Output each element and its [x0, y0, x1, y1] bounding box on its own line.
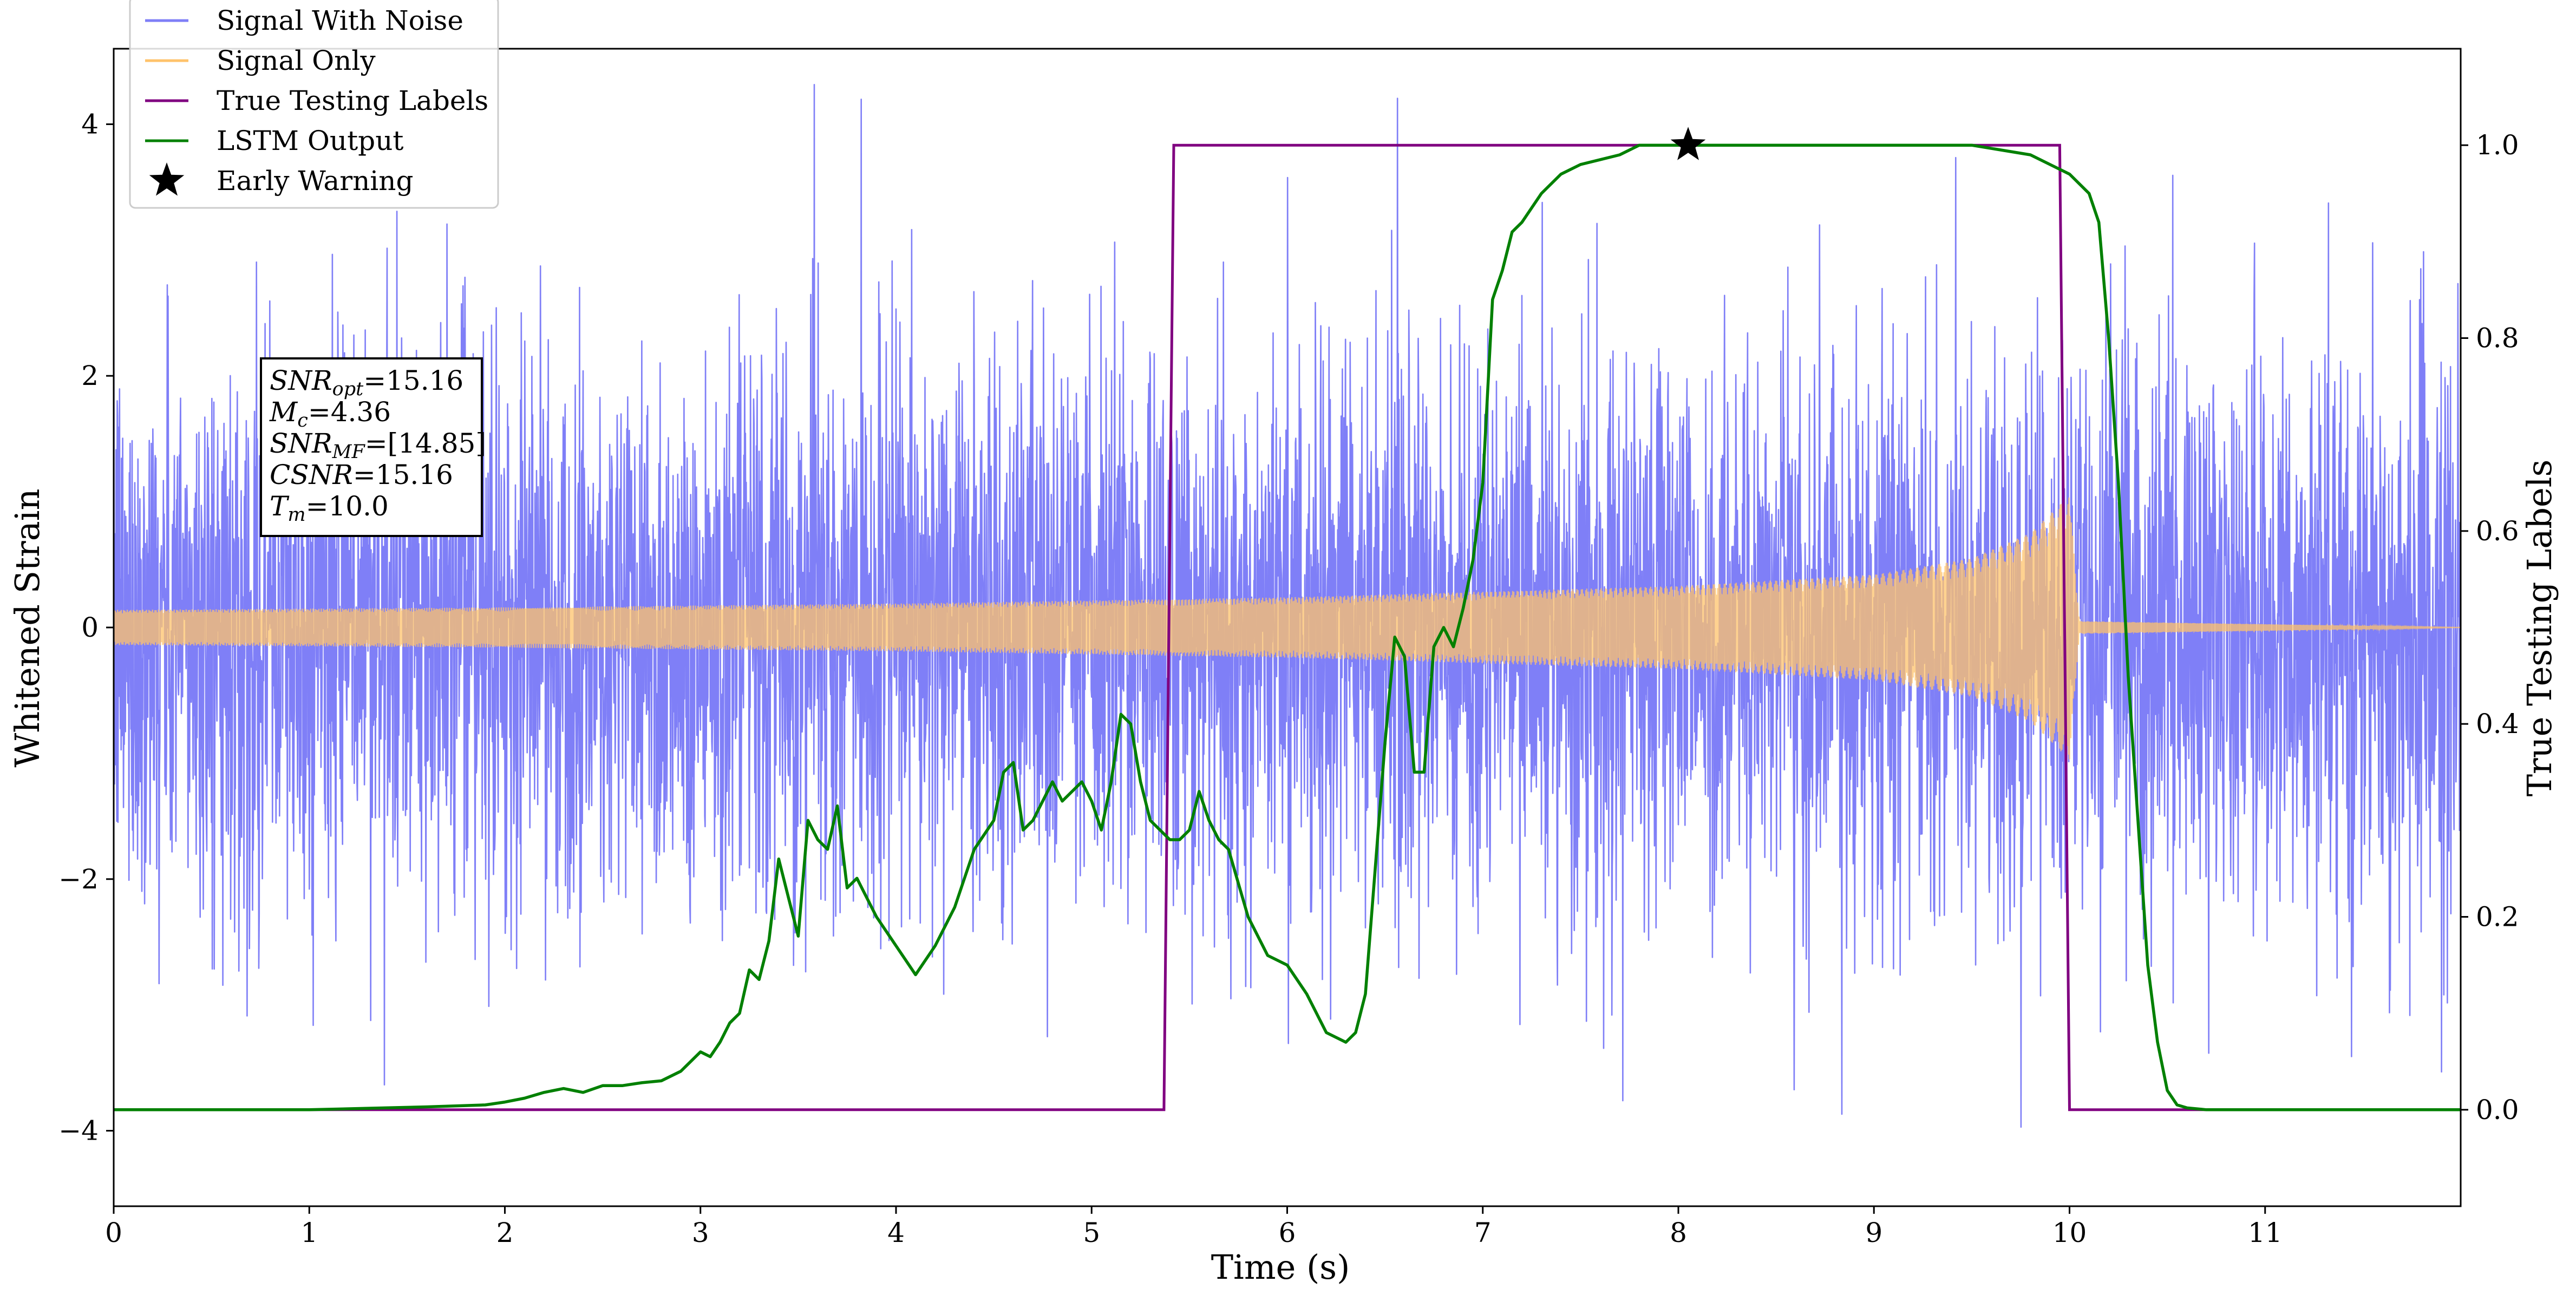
x-tick-label: 11	[2248, 1217, 2283, 1248]
x-tick-label: 0	[105, 1217, 122, 1248]
y-axis-right: 0.0 0.2 0.4 0.6 0.8 1.0	[2461, 129, 2519, 1126]
y-right-tick-label: 0.6	[2476, 515, 2519, 547]
x-tick-label: 3	[692, 1217, 709, 1248]
early-warning-star	[1670, 127, 1706, 160]
x-tick-label: 9	[1865, 1217, 1882, 1248]
y-right-tick-label: 0.0	[2476, 1094, 2519, 1126]
lstm-output-series	[114, 143, 2461, 1111]
legend: Signal With Noise Signal Only True Testing…	[129, 0, 499, 209]
y-left-tick-label: −4	[58, 1115, 99, 1147]
y-right-tick-label: 0.4	[2476, 708, 2519, 740]
legend-item-label: LSTM Output	[217, 125, 403, 156]
true-testing-labels-series	[114, 143, 2461, 1111]
annotation-line: SNRopt=15.16	[270, 365, 463, 400]
legend-item-label: True Testing Labels	[217, 85, 488, 116]
x-axis: 0 1 2 3 4 5 6 7 8 9 10 11	[105, 1206, 2283, 1248]
annotation-line: SNRMF=[14.85]	[270, 428, 486, 463]
y-right-tick-label: 0.8	[2476, 323, 2519, 354]
legend-frame	[129, 0, 499, 209]
signal-only-series	[113, 497, 2461, 760]
x-tick-label: 2	[496, 1217, 514, 1248]
y-left-tick-label: 0	[81, 612, 99, 643]
annotation-box: SNRopt=15.16Mc=4.36SNRMF=[14.85]CSNR=15.…	[260, 357, 486, 537]
x-tick-label: 1	[300, 1217, 318, 1248]
y-right-tick-label: 0.2	[2476, 901, 2519, 933]
x-tick-label: 10	[2052, 1217, 2087, 1248]
x-tick-label: 8	[1670, 1217, 1687, 1248]
y-left-tick-label: −2	[58, 864, 99, 895]
y-left-tick-label: 4	[81, 108, 99, 140]
x-tick-label: 7	[1474, 1217, 1492, 1248]
annotation-line: Tm=10.0	[270, 491, 389, 526]
signal-only-line	[113, 497, 2461, 760]
lstm-output-line	[114, 143, 2461, 1111]
x-tick-label: 5	[1083, 1217, 1100, 1248]
x-tick-label: 4	[887, 1217, 905, 1248]
y-axis-left: −4 −2 0 2 4	[58, 108, 114, 1147]
early-warning-marker	[1670, 127, 1706, 160]
annotation-line: Mc=4.36	[269, 396, 391, 431]
legend-item-label: Signal With Noise	[217, 5, 463, 36]
legend-item-label: Early Warning	[217, 165, 414, 197]
y-axis-left-label: Whitened Strain	[8, 489, 47, 768]
y-left-tick-label: 2	[81, 360, 99, 391]
annotation-line: CSNR=15.16	[270, 459, 453, 491]
annotation-frame	[260, 357, 483, 537]
y-right-tick-label: 1.0	[2476, 129, 2519, 161]
x-axis-label: Time (s)	[1211, 1247, 1350, 1287]
legend-star-icon	[149, 162, 185, 196]
x-tick-label: 6	[1279, 1217, 1296, 1248]
true-testing-labels-line	[114, 143, 2461, 1111]
y-axis-right-label: True Testing Labels	[2520, 460, 2559, 797]
legend-item-label: Signal Only	[217, 45, 376, 76]
